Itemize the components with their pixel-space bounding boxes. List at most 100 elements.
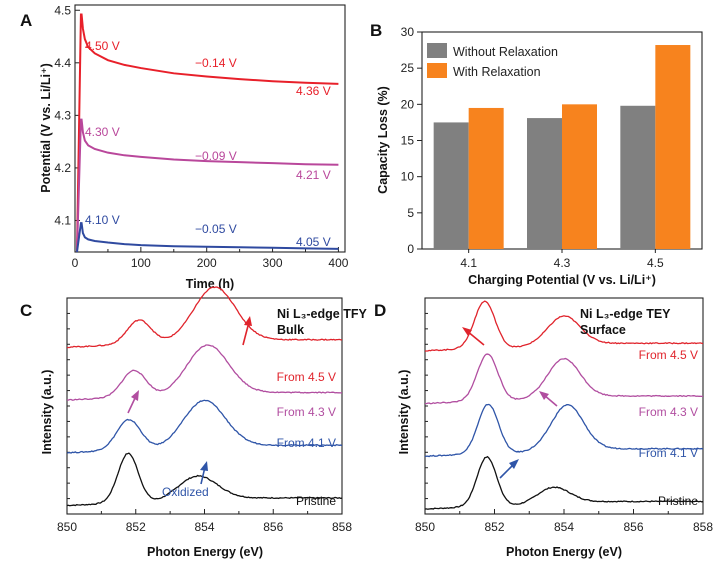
a-xtick-label: 0 bbox=[72, 256, 79, 270]
a-magenta-start-label: 4.30 V bbox=[85, 125, 120, 139]
panel-c: 850 852 854 856 858 Ni L₃-edge TFY Bulk From… bbox=[40, 286, 367, 559]
panel-a-lines bbox=[75, 13, 339, 253]
a-magenta-drop-label: −0.09 V bbox=[195, 149, 237, 163]
panel-d-title-line1: Ni L₃-edge TEY bbox=[580, 307, 671, 321]
panel-a-ticks: 0 100 200 300 400 4.1 4.2 4.3 4.4 4.5 bbox=[54, 3, 348, 270]
panel-d-title-line2: Surface bbox=[580, 323, 626, 337]
a-xtick-label: 300 bbox=[263, 256, 283, 270]
c-arrow-red bbox=[242, 321, 250, 346]
panel-c-title-line2: Bulk bbox=[277, 323, 304, 337]
d-arrowhead-red bbox=[462, 327, 472, 336]
a-ytick-label: 4.1 bbox=[54, 213, 71, 227]
legend-swatch-with bbox=[427, 63, 447, 78]
d-xtick-label: 858 bbox=[693, 520, 713, 534]
legend-label-without: Without Relaxation bbox=[453, 45, 558, 59]
a-red-end-label: 4.36 V bbox=[296, 84, 331, 98]
b-bar-4.1-1 bbox=[468, 107, 504, 249]
panel-letter-b: B bbox=[370, 21, 382, 40]
b-bar-4.1-0 bbox=[433, 122, 469, 249]
a-xtick-label: 400 bbox=[328, 256, 348, 270]
a-red-start-label: 4.50 V bbox=[85, 39, 120, 53]
a-series-line-1 bbox=[75, 118, 339, 253]
panel-b-bars bbox=[433, 45, 691, 250]
d-label-41: From 4.1 V bbox=[639, 446, 698, 460]
c-spectrum-0 bbox=[66, 452, 343, 507]
a-series-line-0 bbox=[75, 13, 339, 253]
c-arrowhead-magenta bbox=[131, 390, 139, 401]
a-ytick-label: 4.2 bbox=[54, 161, 71, 175]
b-ytick-label: 15 bbox=[401, 134, 415, 148]
c-label-45: From 4.5 V bbox=[277, 370, 336, 384]
d-spectrum-2 bbox=[424, 353, 704, 405]
a-ytick-label: 4.4 bbox=[54, 56, 71, 70]
legend-label-with: With Relaxation bbox=[453, 65, 541, 79]
c-xtick-label: 858 bbox=[332, 520, 352, 534]
a-series-line-2 bbox=[75, 222, 339, 253]
b-ytick-label: 30 bbox=[401, 25, 415, 39]
b-bar-4.3-0 bbox=[527, 118, 562, 250]
panel-d: 850 852 854 856 858 Ni L₃-edge TEY Surface F… bbox=[397, 297, 713, 559]
panel-c-arrows bbox=[127, 316, 252, 485]
panel-c-ticks: 850 852 854 856 858 bbox=[57, 312, 352, 534]
panel-d-ticks: 850 852 854 856 858 bbox=[415, 312, 713, 534]
panel-c-ylabel: Intensity (a.u.) bbox=[40, 370, 54, 455]
panel-b: 0 5 10 15 20 25 30 4.1 4.3 4.5 Without Relaxation… bbox=[376, 25, 703, 287]
c-xtick-label: 856 bbox=[263, 520, 283, 534]
d-label-45: From 4.5 V bbox=[639, 348, 698, 362]
c-label-pristine: Pristine bbox=[296, 494, 336, 508]
d-spectrum-1 bbox=[424, 403, 704, 458]
panel-a-xlabel: Time (h) bbox=[186, 277, 234, 291]
d-spectrum-3 bbox=[424, 300, 704, 352]
d-xtick-label: 852 bbox=[484, 520, 504, 534]
panel-b-legend: Without Relaxation With Relaxation bbox=[427, 43, 558, 79]
d-arrow-blue bbox=[499, 463, 515, 479]
panel-letter-c: C bbox=[20, 301, 32, 320]
panel-d-xlabel: Photon Energy (eV) bbox=[506, 545, 622, 559]
a-xtick-label: 100 bbox=[131, 256, 151, 270]
panel-b-ylabel: Capacity Loss (%) bbox=[376, 86, 390, 194]
b-bar-4.5-0 bbox=[620, 105, 656, 249]
panel-d-ylabel: Intensity (a.u.) bbox=[397, 370, 411, 455]
panel-d-arrows bbox=[462, 327, 558, 479]
a-blue-end-label: 4.05 V bbox=[296, 235, 331, 249]
legend-swatch-without bbox=[427, 43, 447, 58]
b-bar-4.3-1 bbox=[562, 104, 597, 249]
b-ytick-label: 20 bbox=[401, 97, 415, 111]
b-xtick-label: 4.5 bbox=[647, 256, 664, 270]
c-xtick-label: 854 bbox=[194, 520, 214, 534]
b-ytick-label: 10 bbox=[401, 170, 415, 184]
d-arrow-red bbox=[466, 330, 485, 346]
d-arrowhead-blue bbox=[509, 459, 519, 469]
d-xtick-label: 856 bbox=[623, 520, 643, 534]
a-blue-start-label: 4.10 V bbox=[85, 213, 120, 227]
c-arrowhead-red bbox=[244, 316, 252, 326]
a-magenta-end-label: 4.21 V bbox=[296, 168, 331, 182]
panel-a: 0 100 200 300 400 4.1 4.2 4.3 4.4 4.5 Time (h) Po… bbox=[39, 3, 349, 291]
panel-a-ylabel: Potential (V vs. Li/Li⁺) bbox=[39, 63, 53, 193]
d-spectrum-0 bbox=[424, 455, 704, 510]
c-label-41: From 4.1 V bbox=[277, 436, 336, 450]
c-label-oxidized: Oxidized bbox=[162, 485, 209, 499]
d-xtick-label: 854 bbox=[554, 520, 574, 534]
c-xtick-label: 850 bbox=[57, 520, 77, 534]
a-blue-drop-label: −0.05 V bbox=[195, 222, 237, 236]
c-spectrum-3 bbox=[66, 286, 343, 349]
a-ytick-label: 4.3 bbox=[54, 108, 71, 122]
d-label-43: From 4.3 V bbox=[639, 405, 698, 419]
d-arrowhead-magenta bbox=[539, 391, 549, 400]
c-xtick-label: 852 bbox=[126, 520, 146, 534]
c-spectrum-1 bbox=[66, 399, 343, 454]
b-ytick-label: 5 bbox=[407, 206, 414, 220]
d-label-pristine: Pristine bbox=[658, 494, 698, 508]
a-xtick-label: 200 bbox=[197, 256, 217, 270]
panel-d-lines bbox=[424, 300, 704, 510]
panel-c-lines bbox=[66, 286, 343, 507]
b-xtick-label: 4.3 bbox=[554, 256, 571, 270]
c-spectrum-2 bbox=[66, 344, 343, 401]
a-ytick-label: 4.5 bbox=[54, 3, 71, 17]
c-arrowhead-blue bbox=[200, 461, 208, 471]
b-bar-4.5-1 bbox=[655, 45, 691, 249]
b-xtick-label: 4.1 bbox=[460, 256, 477, 270]
panel-a-frame bbox=[74, 4, 346, 253]
